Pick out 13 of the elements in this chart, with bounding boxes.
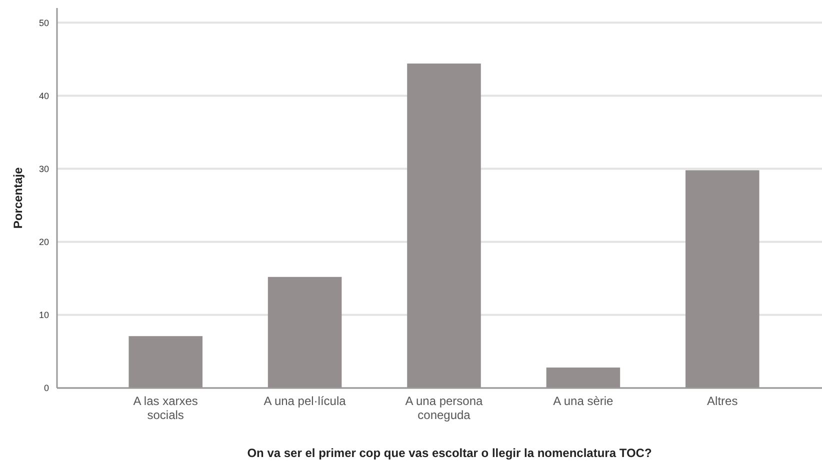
y-tick-label: 30 [38, 164, 49, 174]
x-tick-label: A una sèrie [553, 394, 614, 408]
x-tick-label: A una pel·lícula [264, 394, 346, 408]
y-tick-label: 40 [38, 90, 49, 101]
x-tick-label: A una persona coneguda [405, 394, 484, 422]
x-tick-label: A las xarxes socials [133, 394, 198, 422]
y-tick-label: 20 [38, 236, 49, 247]
x-tick-label: Altres [707, 394, 738, 408]
y-axis-title: Porcentaje [11, 166, 25, 229]
y-tick-label: 10 [38, 310, 49, 320]
y-tick-label: 0 [44, 383, 49, 394]
y-tick-label: 50 [38, 18, 49, 28]
x-axis-title: On va ser el primer cop que vas escoltar o llegir la nomenclatura TOC? [247, 446, 652, 460]
